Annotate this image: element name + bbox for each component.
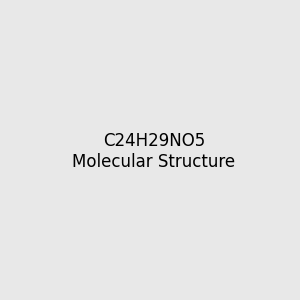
Text: C24H29NO5
Molecular Structure: C24H29NO5 Molecular Structure: [72, 132, 235, 171]
